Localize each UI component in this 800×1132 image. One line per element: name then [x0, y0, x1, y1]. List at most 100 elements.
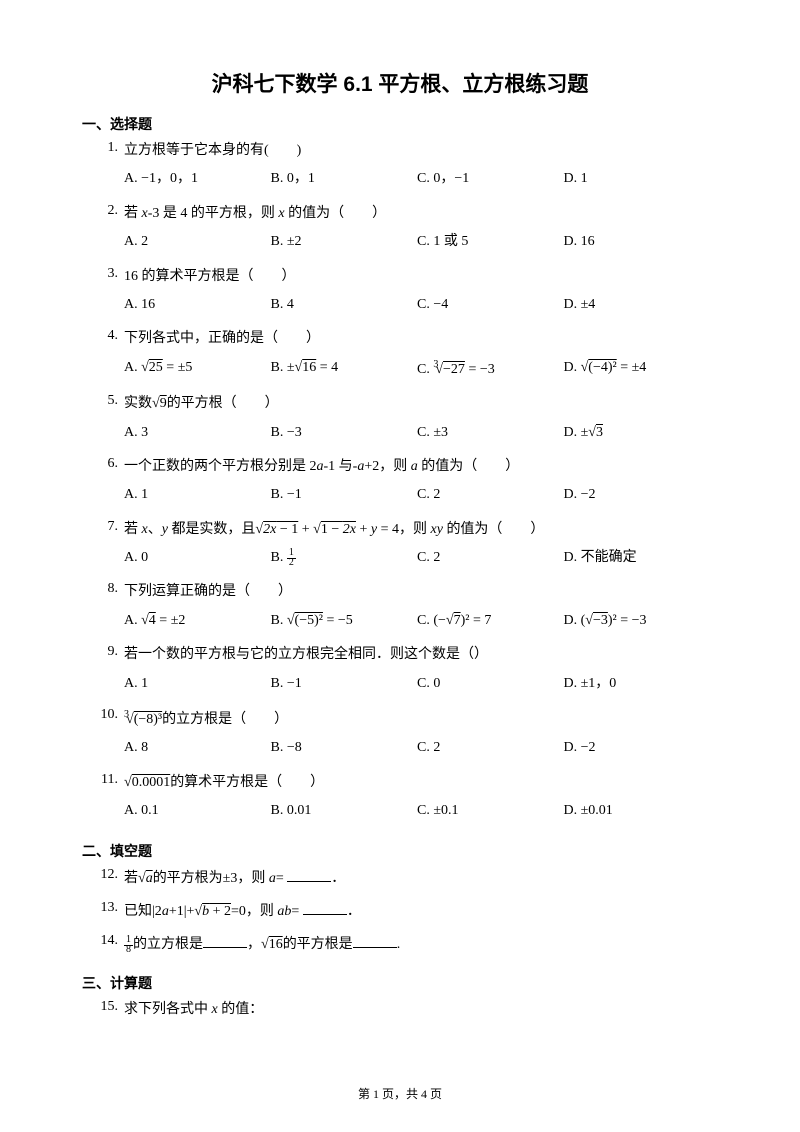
- q13-blank: [303, 900, 347, 915]
- q15-num: 15.: [90, 999, 124, 1027]
- q12-blank: [287, 867, 331, 882]
- q5-opt-a: A. 3: [124, 422, 271, 444]
- q12-stem: 若√a的平方根为±3，则 a= ．: [124, 867, 710, 890]
- q3-opt-a: A. 16: [124, 294, 271, 316]
- q2-options: A. 2 B. ±2 C. 1 或 5 D. 16: [124, 231, 710, 253]
- question-10: 10. 3√(−8)³的立方根是（ ） A. 8 B. −8 C. 2 D. −…: [90, 707, 710, 768]
- question-14: 14. 18的立方根是，√16的平方根是.: [90, 933, 710, 962]
- page-footer: 第 1 页，共 4 页: [0, 1085, 800, 1102]
- q9-opt-d: D. ±1，0: [564, 673, 711, 695]
- q1-opt-b: B. 0，1: [271, 168, 418, 190]
- question-5: 5. 实数√9的平方根（ ） A. 3 B. −3 C. ±3 D. ±√3: [90, 393, 710, 452]
- q7-stem: 若 x、y 都是实数，且√2x − 1 + √1 − 2x + y = 4，则 …: [124, 519, 710, 541]
- q4-opt-d: D. √(−4)² = ±4: [564, 357, 711, 381]
- question-2: 2. 若 x-3 是 4 的平方根，则 x 的值为（ ） A. 2 B. ±2 …: [90, 203, 710, 262]
- q5-opt-c: C. ±3: [417, 422, 564, 444]
- q8-stem: 下列运算正确的是（ ）: [124, 581, 710, 603]
- q8-opt-c: C. (−√7)² = 7: [417, 610, 564, 632]
- question-15: 15. 求下列各式中 x 的值：: [90, 999, 710, 1027]
- q11-opt-b: B. 0.01: [271, 800, 418, 822]
- q13-num: 13.: [90, 900, 124, 929]
- q1-stem: 立方根等于它本身的有( ): [124, 140, 710, 162]
- q1-options: A. −1，0，1 B. 0，1 C. 0，−1 D. 1: [124, 168, 710, 190]
- question-12: 12. 若√a的平方根为±3，则 a= ．: [90, 867, 710, 896]
- q3-options: A. 16 B. 4 C. −4 D. ±4: [124, 294, 710, 316]
- q7-num: 7.: [90, 519, 124, 578]
- q2-stem: 若 x-3 是 4 的平方根，则 x 的值为（ ）: [124, 203, 710, 225]
- q2-opt-a: A. 2: [124, 231, 271, 253]
- q7-options: A. 0 B. 12 C. 2 D. 不能确定: [124, 547, 710, 569]
- q4-num: 4.: [90, 328, 124, 389]
- q8-opt-d: D. (√−3)² = −3: [564, 610, 711, 632]
- q12-num: 12.: [90, 867, 124, 896]
- question-7: 7. 若 x、y 都是实数，且√2x − 1 + √1 − 2x + y = 4…: [90, 519, 710, 578]
- question-1: 1. 立方根等于它本身的有( ) A. −1，0，1 B. 0，1 C. 0，−…: [90, 140, 710, 199]
- q11-opt-c: C. ±0.1: [417, 800, 564, 822]
- q7-opt-d: D. 不能确定: [564, 547, 711, 569]
- q10-num: 10.: [90, 707, 124, 768]
- q3-stem: 16 的算术平方根是（ ）: [124, 266, 710, 288]
- q6-opt-a: A. 1: [124, 484, 271, 506]
- q6-opt-d: D. −2: [564, 484, 711, 506]
- q11-stem: √0.0001的算术平方根是（ ）: [124, 772, 710, 794]
- q5-num: 5.: [90, 393, 124, 452]
- q1-num: 1.: [90, 140, 124, 199]
- q2-opt-d: D. 16: [564, 231, 711, 253]
- q8-opt-b: B. √(−5)² = −5: [271, 610, 418, 632]
- q6-opt-c: C. 2: [417, 484, 564, 506]
- question-4: 4. 下列各式中，正确的是（ ） A. √25 = ±5 B. ±√16 = 4…: [90, 328, 710, 389]
- q2-opt-c: C. 1 或 5: [417, 231, 564, 253]
- q6-num: 6.: [90, 456, 124, 515]
- question-6: 6. 一个正数的两个平方根分别是 2a-1 与-a+2，则 a 的值为（ ） A…: [90, 456, 710, 515]
- q9-opt-b: B. −1: [271, 673, 418, 695]
- q14-num: 14.: [90, 933, 124, 962]
- question-11: 11. √0.0001的算术平方根是（ ） A. 0.1 B. 0.01 C. …: [90, 772, 710, 831]
- q4-opt-b: B. ±√16 = 4: [271, 357, 418, 381]
- q11-options: A. 0.1 B. 0.01 C. ±0.1 D. ±0.01: [124, 800, 710, 822]
- q15-stem: 求下列各式中 x 的值：: [124, 999, 710, 1021]
- question-3: 3. 16 的算术平方根是（ ） A. 16 B. 4 C. −4 D. ±4: [90, 266, 710, 325]
- q4-options: A. √25 = ±5 B. ±√16 = 4 C. 3√−27 = −3 D.…: [124, 357, 710, 381]
- q7-opt-b: B. 12: [271, 547, 418, 569]
- question-8: 8. 下列运算正确的是（ ） A. √4 = ±2 B. √(−5)² = −5…: [90, 581, 710, 640]
- q4-stem: 下列各式中，正确的是（ ）: [124, 328, 710, 350]
- q4-opt-c: C. 3√−27 = −3: [417, 357, 564, 381]
- q9-num: 9.: [90, 644, 124, 703]
- q14-blank-2: [353, 933, 397, 948]
- q11-opt-d: D. ±0.01: [564, 800, 711, 822]
- section-3-heading: 三、计算题: [82, 973, 710, 993]
- q3-opt-c: C. −4: [417, 294, 564, 316]
- q3-opt-d: D. ±4: [564, 294, 711, 316]
- q7-opt-a: A. 0: [124, 547, 271, 569]
- q3-num: 3.: [90, 266, 124, 325]
- q10-opt-d: D. −2: [564, 737, 711, 759]
- q6-stem: 一个正数的两个平方根分别是 2a-1 与-a+2，则 a 的值为（ ）: [124, 456, 710, 478]
- question-9: 9. 若一个数的平方根与它的立方根完全相同．则这个数是（） A. 1 B. −1…: [90, 644, 710, 703]
- q10-opt-a: A. 8: [124, 737, 271, 759]
- section-2-heading: 二、填空题: [82, 841, 710, 861]
- q14-blank-1: [203, 933, 247, 948]
- q6-options: A. 1 B. −1 C. 2 D. −2: [124, 484, 710, 506]
- q11-num: 11.: [90, 772, 124, 831]
- q13-stem: 已知|2a+1|+√b + 2=0，则 ab= ．: [124, 900, 710, 923]
- q5-opt-d: D. ±√3: [564, 422, 711, 444]
- q2-num: 2.: [90, 203, 124, 262]
- q6-opt-b: B. −1: [271, 484, 418, 506]
- q9-options: A. 1 B. −1 C. 0 D. ±1，0: [124, 673, 710, 695]
- q9-stem: 若一个数的平方根与它的立方根完全相同．则这个数是（）: [124, 644, 710, 666]
- q10-options: A. 8 B. −8 C. 2 D. −2: [124, 737, 710, 759]
- q5-opt-b: B. −3: [271, 422, 418, 444]
- q5-stem: 实数√9的平方根（ ）: [124, 393, 710, 415]
- q9-opt-c: C. 0: [417, 673, 564, 695]
- q11-opt-a: A. 0.1: [124, 800, 271, 822]
- q7-opt-c: C. 2: [417, 547, 564, 569]
- q1-opt-a: A. −1，0，1: [124, 168, 271, 190]
- q8-options: A. √4 = ±2 B. √(−5)² = −5 C. (−√7)² = 7 …: [124, 610, 710, 632]
- q10-opt-c: C. 2: [417, 737, 564, 759]
- q4-opt-a: A. √25 = ±5: [124, 357, 271, 381]
- page-title: 沪科七下数学 6.1 平方根、立方根练习题: [90, 68, 710, 98]
- q8-opt-a: A. √4 = ±2: [124, 610, 271, 632]
- q14-stem: 18的立方根是，√16的平方根是.: [124, 933, 710, 956]
- q2-opt-b: B. ±2: [271, 231, 418, 253]
- q1-opt-c: C. 0，−1: [417, 168, 564, 190]
